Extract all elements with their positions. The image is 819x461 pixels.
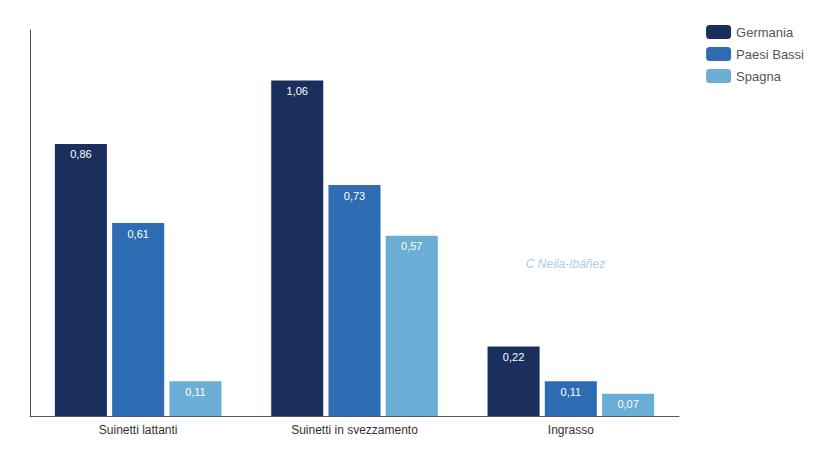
svg-text:Germania: Germania [736, 25, 794, 40]
svg-text:1,06: 1,06 [287, 85, 308, 97]
svg-text:Paesi Bassi: Paesi Bassi [736, 47, 804, 62]
svg-text:0,57: 0,57 [401, 240, 422, 252]
svg-text:Ingrasso: Ingrasso [548, 423, 594, 437]
svg-text:Suinetti lattanti: Suinetti lattanti [99, 423, 178, 437]
svg-text:0,11: 0,11 [561, 386, 582, 398]
svg-text:Suinetti in svezzamento: Suinetti in svezzamento [291, 423, 418, 437]
svg-text:0,22: 0,22 [503, 351, 524, 363]
svg-text:0,11: 0,11 [185, 386, 206, 398]
svg-text:0,07: 0,07 [617, 398, 638, 410]
svg-text:Spagna: Spagna [736, 69, 782, 84]
svg-text:0,86: 0,86 [70, 148, 91, 160]
svg-text:C Neila-Ibáñez: C Neila-Ibáñez [526, 257, 605, 271]
svg-text:0,73: 0,73 [344, 190, 365, 202]
svg-text:0,61: 0,61 [127, 228, 148, 240]
